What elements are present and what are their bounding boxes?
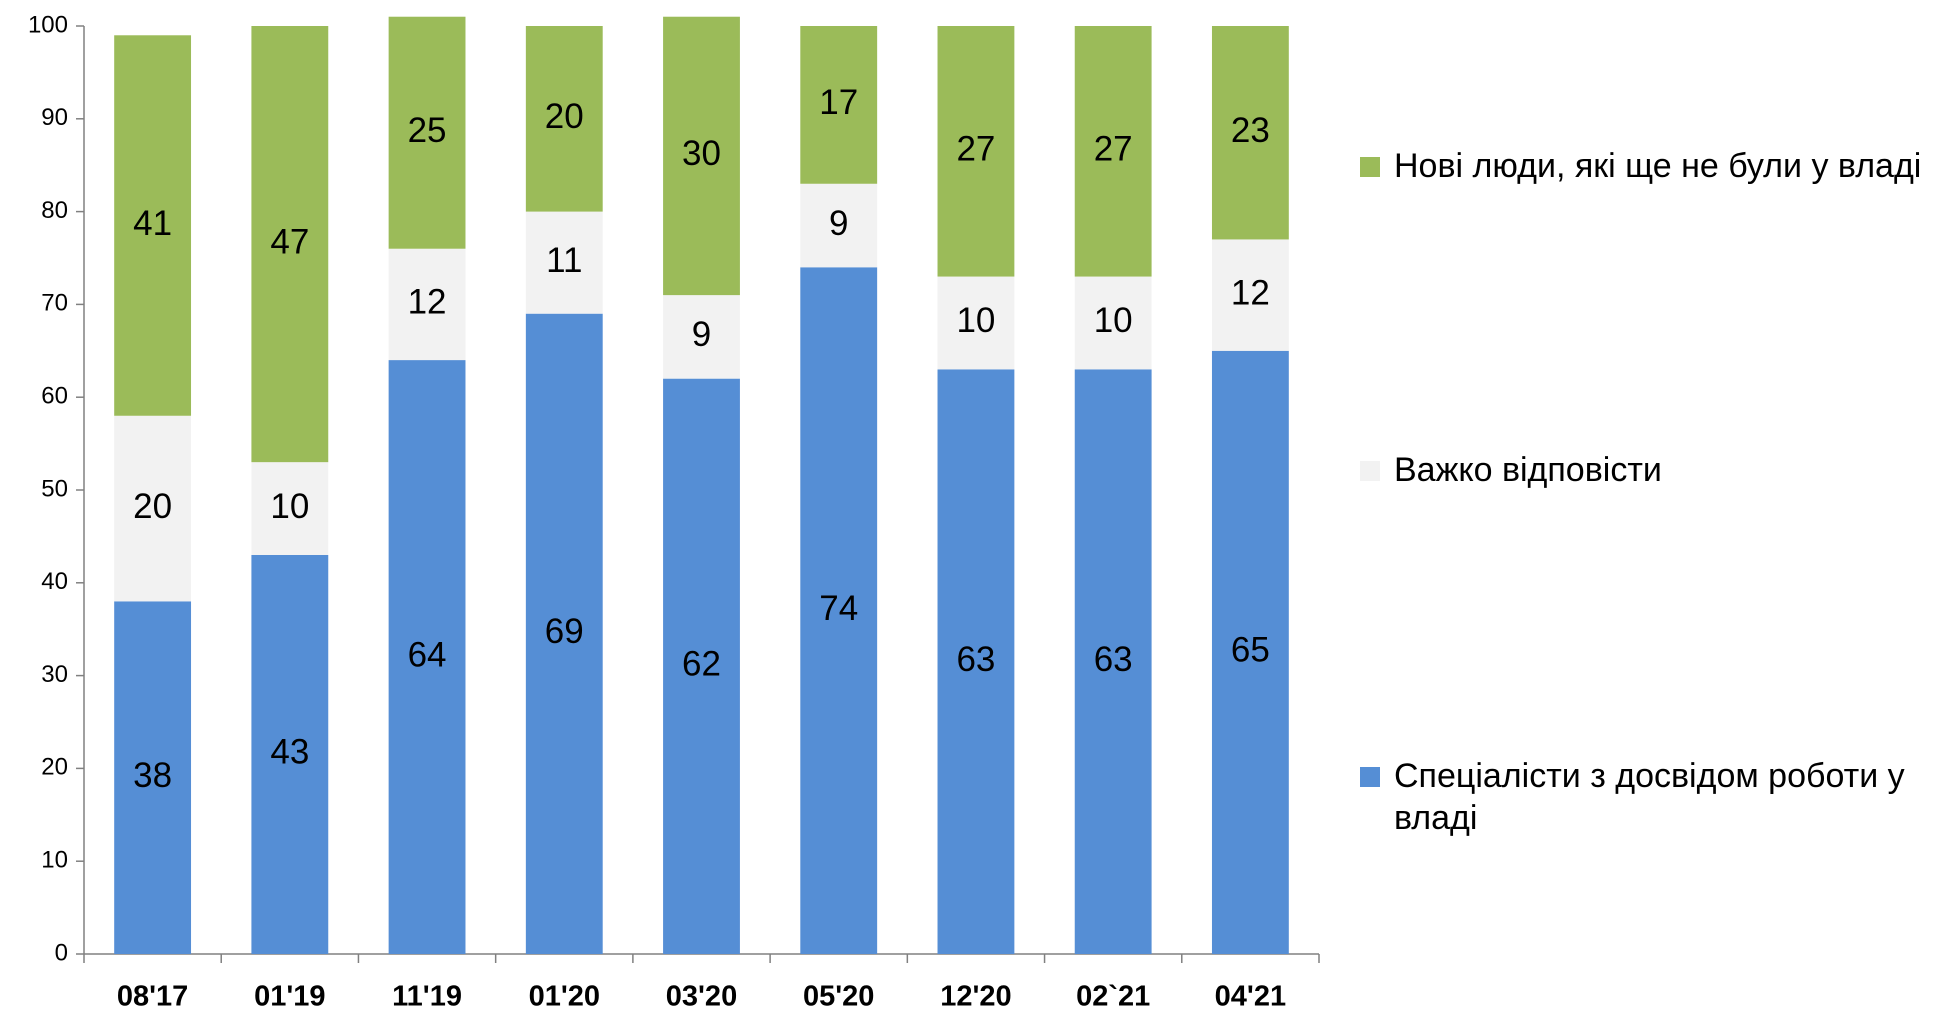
x-tick-label: 11'19 (392, 981, 462, 1013)
bar-segment (388, 248, 466, 361)
y-tick-label: 70 (41, 290, 68, 317)
data-label: 65 (1231, 631, 1270, 670)
bar-segment (1211, 350, 1289, 954)
x-tick-label: 01'19 (254, 981, 325, 1013)
bar-segment (937, 276, 1015, 370)
data-label: 69 (545, 612, 584, 651)
bar-segment (800, 26, 878, 184)
legend-item: Спеціалісти з досвідом роботи у владі (1360, 755, 1935, 839)
y-tick-label: 30 (41, 661, 68, 688)
data-label: 10 (270, 487, 309, 526)
bar-segment (1074, 369, 1152, 954)
y-tick-label: 60 (41, 383, 68, 410)
x-tick-label: 08'17 (117, 981, 188, 1013)
bar-segment (663, 378, 740, 954)
data-label: 47 (270, 222, 309, 261)
data-label: 43 (270, 733, 309, 772)
bar-segment (663, 295, 740, 379)
legend-item: Нові люди, які ще не були у владі (1360, 145, 1935, 187)
bar-segment (1211, 239, 1289, 351)
bar-segment (800, 267, 878, 954)
x-tick-label: 05'20 (803, 981, 874, 1013)
x-tick-label: 01'20 (529, 981, 600, 1013)
legend-item: Важко відповісти (1360, 449, 1935, 491)
legend: Нові люди, які ще не були у владі Важко в… (1360, 0, 1940, 1016)
bar-segment (663, 16, 740, 296)
legend-swatch (1360, 461, 1380, 481)
data-label: 30 (682, 134, 721, 173)
bar-segment (1074, 26, 1152, 277)
bar-segment (525, 211, 603, 314)
data-label: 11 (546, 241, 582, 280)
data-label: 12 (408, 283, 447, 322)
bar-segment (114, 601, 192, 954)
bar-segment (388, 360, 466, 955)
data-label: 20 (133, 487, 172, 526)
bar-segment (525, 313, 603, 954)
y-tick-label: 0 (55, 939, 68, 966)
data-label: 17 (819, 83, 858, 122)
data-label: 64 (408, 635, 447, 674)
bar-segment (114, 415, 192, 602)
bar-segment (800, 183, 878, 268)
bar-segment (251, 26, 329, 463)
y-tick-label: 100 (28, 11, 68, 38)
bar-segment (525, 26, 603, 212)
data-label: 10 (956, 301, 995, 340)
data-label: 63 (1094, 640, 1133, 679)
data-label: 12 (1231, 273, 1270, 312)
y-tick-label: 10 (41, 847, 68, 874)
data-label: 27 (1094, 130, 1133, 169)
bar-segment (251, 554, 329, 954)
data-label: 25 (408, 111, 447, 150)
y-tick-label: 90 (41, 104, 68, 131)
data-label: 9 (692, 315, 711, 354)
data-label: 63 (956, 640, 995, 679)
legend-label: Важко відповісти (1394, 451, 1662, 489)
x-tick-label: 03'20 (666, 981, 737, 1013)
legend-swatch (1360, 767, 1380, 787)
data-label: 10 (1094, 301, 1133, 340)
x-tick-label: 12'20 (940, 981, 1011, 1013)
data-label: 62 (682, 645, 721, 684)
y-tick-label: 40 (41, 568, 68, 595)
bar-segment (937, 369, 1015, 954)
y-tick-label: 20 (41, 754, 68, 781)
data-label: 27 (956, 130, 995, 169)
bar-segment (1211, 26, 1289, 240)
x-tick-label: 04'21 (1215, 981, 1286, 1013)
legend-label: Нові люди, які ще не були у владі (1394, 147, 1922, 185)
legend-label: Спеціалісти з досвідом роботи у владі (1394, 757, 1905, 837)
bar-segment (114, 35, 192, 416)
legend-swatch (1360, 157, 1380, 177)
data-label: 38 (133, 756, 172, 795)
bar-segment (251, 462, 329, 555)
data-label: 41 (133, 204, 172, 243)
x-tick-label: 02`21 (1076, 981, 1150, 1013)
y-tick-label: 80 (41, 197, 68, 224)
bar-segment (937, 26, 1015, 277)
data-label: 74 (819, 589, 858, 628)
data-label: 20 (545, 97, 584, 136)
y-tick-label: 50 (41, 475, 68, 502)
bar-segment (388, 16, 466, 249)
data-label: 9 (829, 204, 848, 243)
data-label: 23 (1231, 111, 1270, 150)
bar-segment (1074, 276, 1152, 370)
